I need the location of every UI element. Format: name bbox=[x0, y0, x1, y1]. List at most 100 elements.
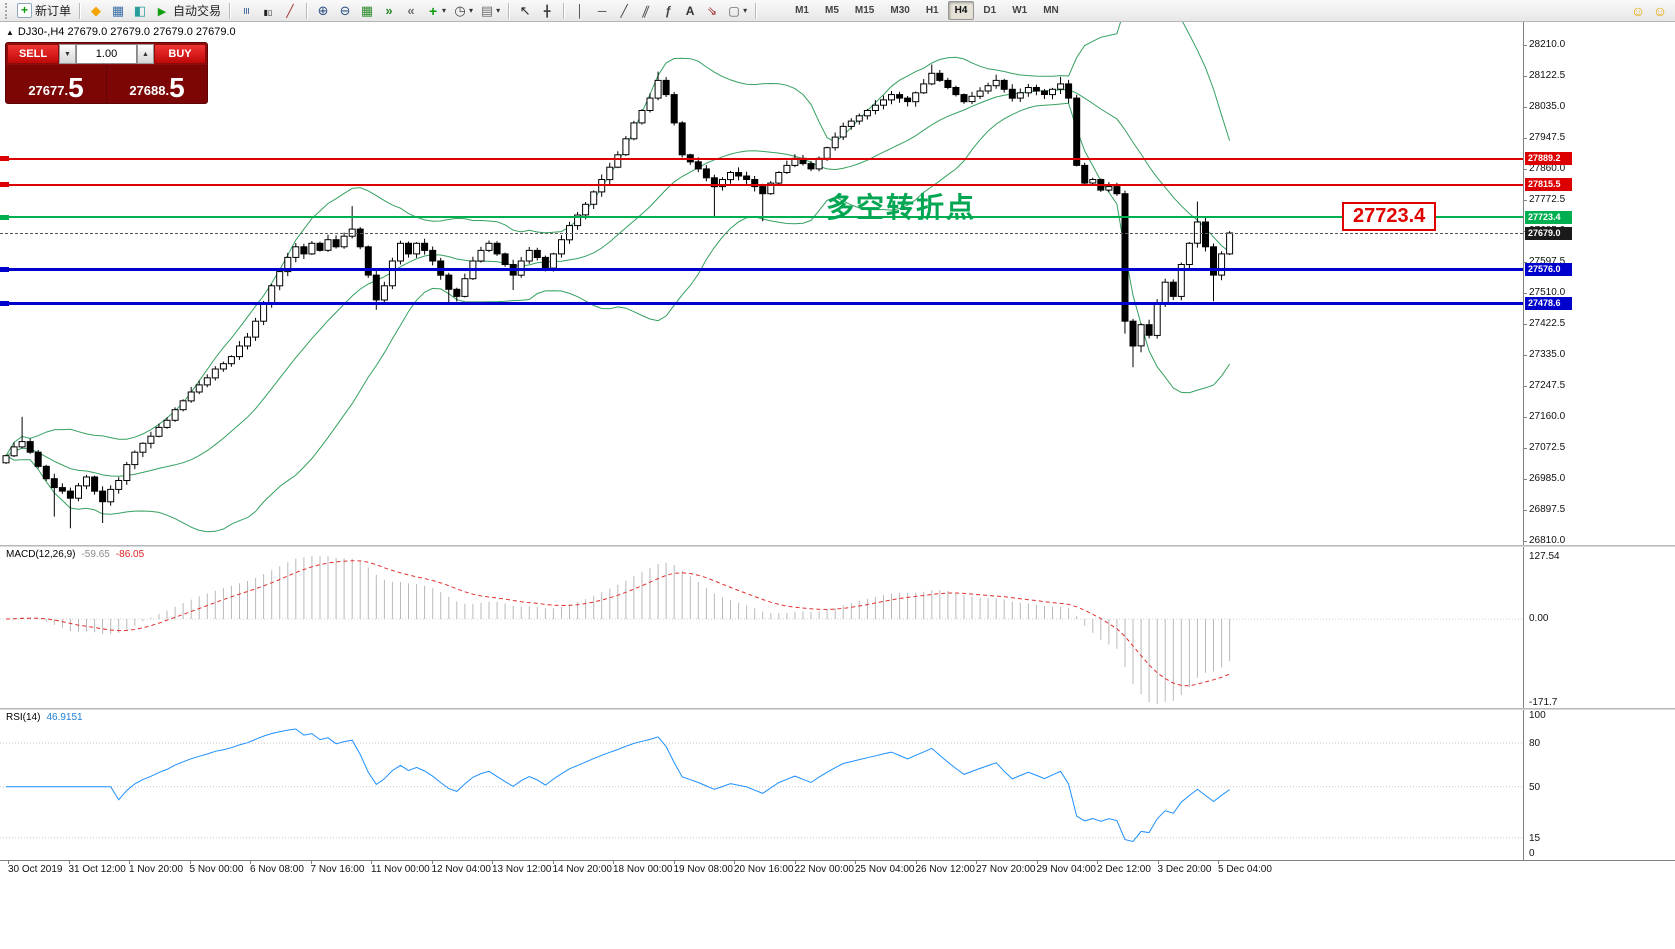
bar-chart-mode-button[interactable] bbox=[235, 1, 257, 21]
chevron-down-icon: ▾ bbox=[469, 6, 474, 15]
time-tick-mark bbox=[1157, 860, 1159, 864]
new-order-button[interactable]: 新订单 bbox=[14, 1, 74, 21]
buy-price[interactable]: 27688. 5 bbox=[106, 65, 207, 103]
sell-price[interactable]: 27677. 5 bbox=[6, 65, 106, 103]
vertical-line-button[interactable] bbox=[569, 1, 591, 21]
horizontal-level-line[interactable] bbox=[0, 157, 1523, 160]
panel-splitter[interactable] bbox=[0, 708, 1675, 710]
buy-button[interactable]: BUY bbox=[154, 44, 206, 64]
timeframe-mn-button[interactable]: MN bbox=[1043, 5, 1059, 16]
candle-body bbox=[405, 242, 412, 255]
volume-decrease-button[interactable] bbox=[59, 44, 76, 64]
sell-button[interactable]: SELL bbox=[7, 44, 59, 64]
macd-histogram bbox=[13, 556, 1231, 704]
panel-splitter[interactable] bbox=[0, 545, 1675, 547]
cursor-button[interactable] bbox=[514, 1, 536, 21]
candle-body bbox=[880, 99, 887, 106]
zoom-in-button[interactable] bbox=[312, 1, 334, 21]
candle-body bbox=[179, 400, 187, 411]
price-callout-box[interactable]: 27723.4 bbox=[1342, 202, 1437, 232]
price-level-tag: 27889.2 bbox=[1525, 152, 1572, 166]
metaeditor-button[interactable] bbox=[85, 1, 107, 21]
candle-body bbox=[340, 235, 348, 248]
sentiment-1-button[interactable] bbox=[1627, 1, 1649, 21]
macd-scale-max: 127.54 bbox=[1529, 551, 1560, 562]
candle-chart-mode-button[interactable] bbox=[257, 1, 279, 21]
candle-body bbox=[252, 320, 260, 338]
time-tick-mark bbox=[189, 860, 191, 864]
candle-body bbox=[324, 239, 332, 251]
trendline-button[interactable] bbox=[613, 1, 635, 21]
time-axis-label: 3 Dec 20:00 bbox=[1157, 864, 1212, 875]
timeframe-m15-button[interactable]: M15 bbox=[854, 5, 875, 16]
shapes-button[interactable]: ▾ bbox=[723, 1, 750, 21]
timeframe-h4-button[interactable]: H4 bbox=[947, 1, 975, 20]
indicators-button[interactable]: ▾ bbox=[422, 1, 449, 21]
crosshair-button[interactable] bbox=[536, 1, 558, 21]
sentiment-2-button[interactable] bbox=[1649, 1, 1671, 21]
main-price-chart[interactable] bbox=[0, 22, 1523, 545]
candle-body bbox=[1049, 88, 1056, 96]
profiles-button[interactable] bbox=[107, 1, 129, 21]
macd-signal-line bbox=[5, 560, 1230, 687]
crosshair-icon bbox=[539, 3, 555, 19]
time-tick-mark bbox=[613, 860, 614, 864]
candle-body bbox=[139, 442, 147, 453]
candle-body bbox=[1218, 253, 1226, 276]
macd-indicator-panel[interactable] bbox=[0, 547, 1523, 708]
periods-button[interactable]: ▾ bbox=[449, 1, 476, 21]
arrows-button[interactable] bbox=[701, 1, 723, 21]
candle-body bbox=[984, 85, 992, 92]
chart-text-annotation[interactable]: 多空转折点 bbox=[826, 192, 977, 223]
candle-body bbox=[1161, 281, 1169, 304]
price-axis-label: 27772.5 bbox=[1529, 193, 1566, 205]
autotrading-button[interactable]: 自动交易 bbox=[151, 1, 224, 21]
rsi-label: RSI(14) 46.9151 bbox=[6, 712, 83, 723]
candle-body bbox=[115, 480, 123, 490]
auto-scroll-button[interactable] bbox=[378, 1, 400, 21]
current-price-tag: 27679.0 bbox=[1525, 226, 1572, 240]
data-window-button[interactable] bbox=[129, 1, 151, 21]
timeframe-m30-button[interactable]: M30 bbox=[890, 5, 910, 16]
timeframe-w1-button[interactable]: W1 bbox=[1012, 5, 1028, 16]
templates-button[interactable]: ▾ bbox=[476, 1, 503, 21]
volume-input[interactable] bbox=[76, 44, 137, 64]
horizontal-level-line[interactable] bbox=[0, 216, 1523, 219]
candle-body bbox=[727, 172, 734, 181]
timeframe-h1-button[interactable]: H1 bbox=[925, 5, 939, 16]
candle-body bbox=[131, 451, 139, 466]
horizontal-line-button[interactable] bbox=[591, 1, 613, 21]
horizontal-level-line[interactable] bbox=[0, 302, 1523, 306]
price-tick-mark bbox=[1523, 199, 1527, 201]
collapse-icon[interactable] bbox=[6, 26, 18, 38]
candle-body bbox=[58, 487, 66, 492]
timeframe-d1-button[interactable]: D1 bbox=[983, 5, 997, 16]
horizontal-level-line[interactable] bbox=[0, 183, 1523, 186]
volume-increase-button[interactable] bbox=[137, 44, 154, 64]
candle-body bbox=[558, 239, 565, 255]
timeframe-m1-button[interactable]: M1 bbox=[795, 5, 809, 16]
chart-shift-button[interactable] bbox=[400, 1, 422, 21]
time-axis-label: 2 Dec 12:00 bbox=[1097, 864, 1151, 875]
level-left-marker bbox=[0, 266, 9, 272]
channel-icon bbox=[638, 3, 654, 19]
candle-body bbox=[91, 476, 99, 492]
rsi-indicator-panel[interactable] bbox=[0, 710, 1523, 860]
candle-body bbox=[735, 172, 743, 177]
text-label-button[interactable] bbox=[679, 1, 701, 21]
equidistant-channel-button[interactable] bbox=[635, 1, 657, 21]
fibonacci-button[interactable] bbox=[657, 1, 679, 21]
candle-body bbox=[485, 242, 493, 251]
sell-price-small: 27677. bbox=[28, 83, 69, 98]
toolbar-grip[interactable] bbox=[5, 2, 10, 19]
tile-windows-button[interactable] bbox=[356, 1, 378, 21]
timeframe-m5-button[interactable]: M5 bbox=[825, 5, 839, 16]
horizontal-level-line[interactable] bbox=[0, 267, 1523, 271]
candle-body bbox=[75, 485, 82, 499]
candle-body bbox=[1145, 324, 1153, 336]
line-chart-mode-button[interactable] bbox=[279, 1, 301, 21]
candle-body bbox=[1032, 87, 1040, 92]
candle-body bbox=[719, 179, 726, 188]
zoom-out-button[interactable] bbox=[334, 1, 356, 21]
candle-body bbox=[1057, 83, 1065, 90]
